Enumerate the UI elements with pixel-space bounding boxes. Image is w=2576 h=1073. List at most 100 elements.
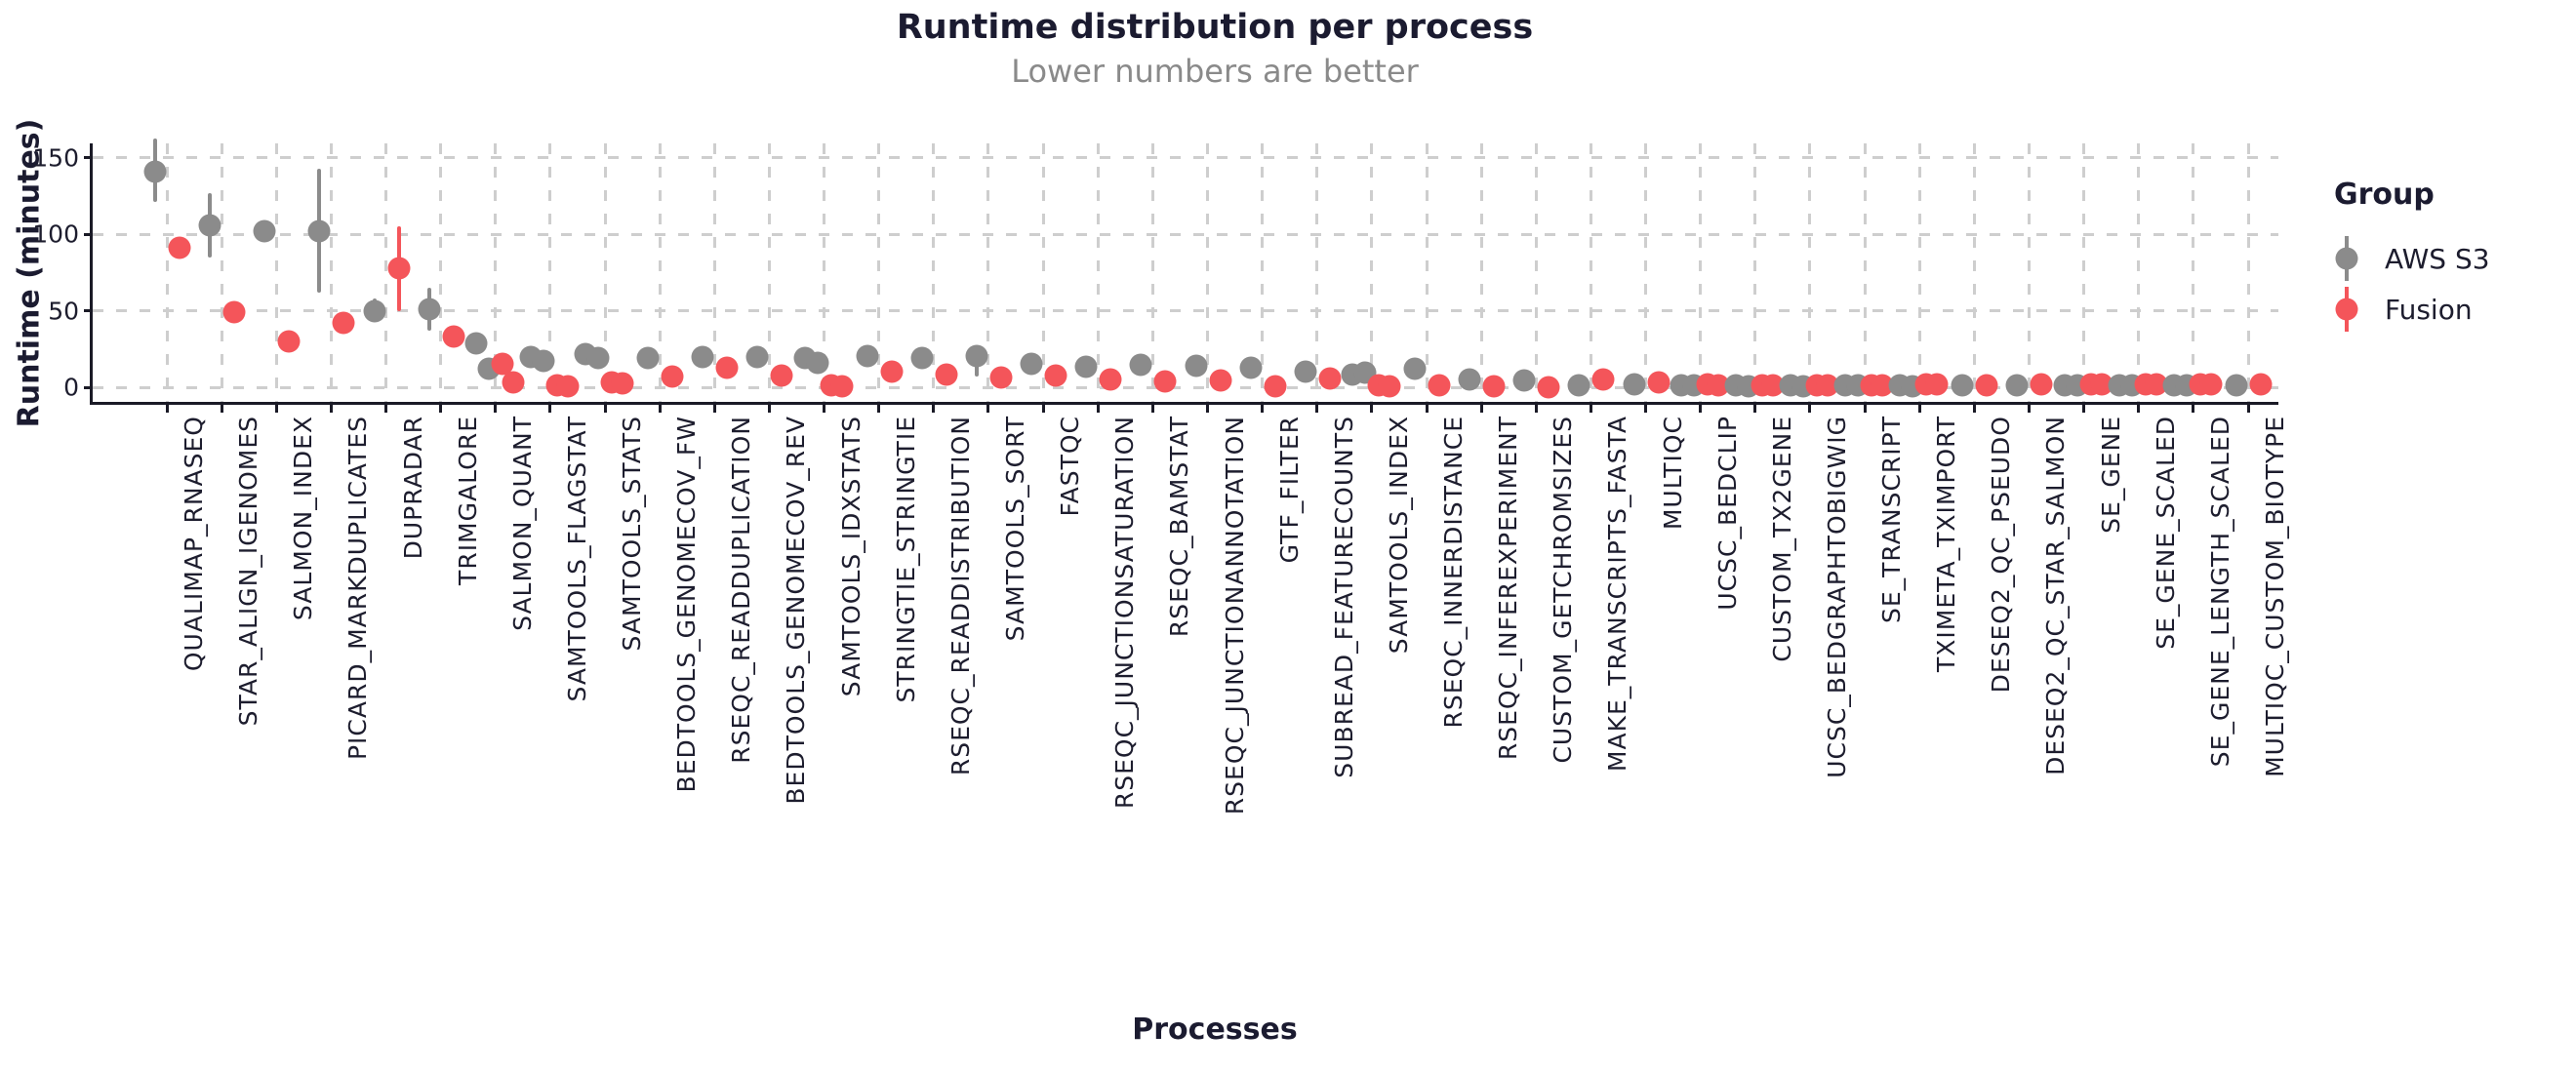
y-tick — [84, 309, 93, 313]
x-tick — [1150, 404, 1154, 413]
y-tick — [84, 232, 93, 236]
x-tick-label: SAMTOOLS_INDEX — [1384, 416, 1413, 655]
x-tick-label: SE_GENE_LENGTH_SCALED — [2205, 416, 2234, 768]
data-point — [1975, 374, 1998, 397]
x-tick — [1917, 404, 1921, 413]
v-gridline — [220, 143, 223, 402]
x-tick — [220, 404, 223, 413]
y-tick-label: 0 — [63, 373, 79, 402]
x-tick — [1863, 404, 1867, 413]
data-point — [1871, 374, 1894, 397]
v-gridline — [603, 143, 607, 402]
x-tick-label: RSEQC_JUNCTIONSATURATION — [1110, 416, 1140, 810]
data-point — [1185, 354, 1207, 378]
chart-subtitle: Lower numbers are better — [1011, 53, 1419, 90]
data-point — [910, 346, 934, 370]
x-tick-label: DESEQ2_QC_STAR_SALMON — [2041, 416, 2071, 775]
data-point — [1482, 375, 1506, 398]
data-point — [611, 372, 634, 395]
x-tick — [932, 404, 936, 413]
h-gridline — [93, 309, 2278, 313]
data-point — [1239, 356, 1263, 379]
x-tick — [2027, 404, 2031, 413]
data-point — [491, 352, 514, 376]
x-tick — [1096, 404, 1100, 413]
x-tick-label: FASTQC — [1056, 416, 1085, 517]
v-gridline — [384, 143, 388, 402]
data-point — [332, 311, 355, 335]
data-point — [1707, 374, 1730, 397]
x-tick-label: SE_GENE — [2096, 416, 2125, 534]
v-gridline — [1370, 143, 1374, 402]
x-tick-label: DUPRADAR — [398, 416, 427, 560]
data-point — [661, 365, 684, 388]
v-gridline — [1206, 143, 1209, 402]
x-tick-label: DESEQ2_QC_PSEUDO — [1987, 416, 2016, 694]
y-tick-label: 100 — [32, 219, 79, 249]
data-point — [363, 299, 386, 323]
x-tick-label: SALMON_QUANT — [507, 416, 537, 631]
data-point — [418, 298, 441, 321]
x-tick — [1370, 404, 1374, 413]
x-tick — [1479, 404, 1483, 413]
data-point — [856, 344, 879, 368]
data-point — [222, 300, 246, 324]
data-point — [586, 346, 610, 370]
data-point — [1378, 375, 1401, 398]
data-point — [1129, 353, 1152, 377]
data-point — [1537, 376, 1560, 399]
data-point — [1264, 375, 1287, 398]
v-gridline — [1589, 143, 1592, 402]
x-tick-label: SAMTOOLS_IDXSTATS — [836, 416, 865, 697]
x-tick — [1261, 404, 1265, 413]
data-point — [2199, 373, 2223, 396]
x-tick — [329, 404, 333, 413]
x-tick — [1534, 404, 1538, 413]
data-point — [2145, 373, 2168, 396]
x-tick — [767, 404, 771, 413]
v-gridline — [274, 143, 278, 402]
x-tick — [877, 404, 881, 413]
data-point — [1294, 360, 1317, 383]
x-tick — [1041, 404, 1045, 413]
x-tick — [986, 404, 990, 413]
v-gridline — [658, 143, 662, 402]
x-tick — [494, 404, 498, 413]
data-point — [1623, 373, 1646, 396]
legend-label: Fusion — [2385, 293, 2473, 326]
legend-item-aws-s3: AWS S3 — [2334, 233, 2490, 284]
data-point — [1761, 374, 1785, 397]
data-point — [1925, 373, 1949, 396]
y-tick — [84, 385, 93, 389]
y-axis-line — [90, 143, 93, 405]
v-gridline — [932, 143, 936, 402]
x-tick-label: SAMTOOLS_STATS — [618, 416, 647, 652]
x-tick-label: RSEQC_READDUPLICATION — [727, 416, 756, 764]
data-point — [1951, 374, 1974, 397]
x-tick-label: SALMON_INDEX — [289, 416, 318, 621]
v-gridline — [494, 143, 498, 402]
x-tick-label: BEDTOOLS_GENOMECOV_FW — [672, 416, 702, 793]
legend-item-fusion: Fusion — [2334, 284, 2490, 335]
v-gridline — [1425, 143, 1429, 402]
v-gridline — [986, 143, 990, 402]
v-gridline — [712, 143, 716, 402]
x-tick-label: CUSTOM_GETCHROMSIZES — [1549, 416, 1578, 764]
v-gridline — [1041, 143, 1045, 402]
v-gridline — [439, 143, 443, 402]
x-tick-label: GTF_FILTER — [1274, 416, 1304, 564]
x-tick-label: SE_TRANSCRIPT — [1877, 416, 1907, 624]
x-tick — [603, 404, 607, 413]
h-gridline — [93, 385, 2278, 389]
x-tick — [2082, 404, 2086, 413]
v-gridline — [1699, 143, 1703, 402]
x-tick-label: SAMTOOLS_FLAGSTAT — [562, 416, 591, 702]
data-point — [1567, 374, 1590, 397]
data-point — [442, 325, 465, 348]
data-point — [880, 360, 904, 383]
x-tick — [384, 404, 388, 413]
x-tick — [274, 404, 278, 413]
data-point — [198, 214, 221, 237]
x-tick — [1972, 404, 1976, 413]
